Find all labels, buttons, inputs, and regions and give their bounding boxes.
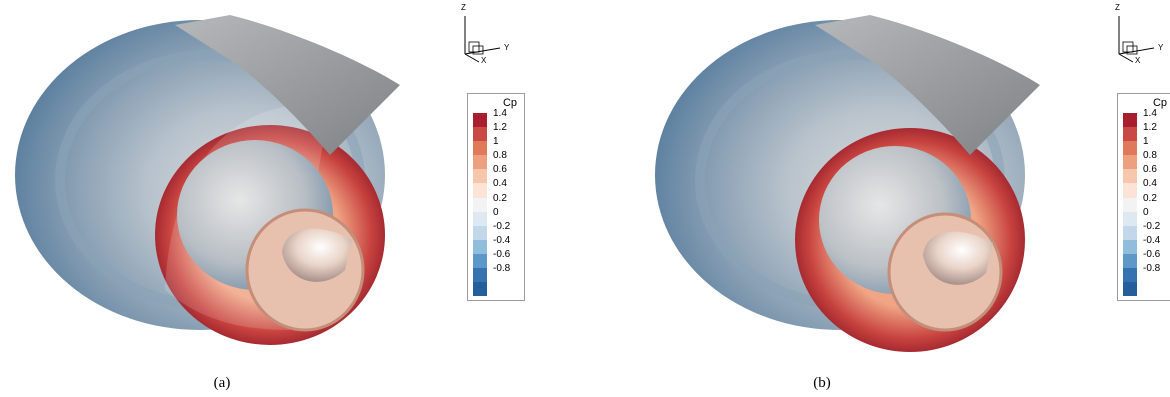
legend-tick: -0.4 bbox=[493, 234, 511, 246]
legend-tick: -0.2 bbox=[493, 220, 511, 232]
legend-swatch bbox=[473, 239, 487, 254]
legend-tick: 0.4 bbox=[493, 178, 507, 190]
legend-swatch bbox=[473, 282, 487, 297]
legend-swatch bbox=[1123, 141, 1137, 156]
legend-title: Cp bbox=[502, 97, 517, 109]
pylon bbox=[815, 15, 1040, 155]
legend-tick: -0.6 bbox=[493, 248, 511, 260]
axis-triad: Z Y X bbox=[455, 4, 525, 70]
legend-swatch bbox=[473, 197, 487, 212]
cp-legend: Cp 1.4 1.2 1 0.8 0.6 0.4 0.2 0 -0.2 -0.4… bbox=[467, 93, 525, 301]
spinner-cone bbox=[923, 231, 993, 285]
axis-y-label: Y bbox=[504, 43, 510, 52]
legend-swatch bbox=[473, 169, 487, 184]
axis-x-label: X bbox=[1135, 56, 1141, 65]
legend-tick: 0 bbox=[1143, 206, 1149, 218]
legend-tick: 1.2 bbox=[493, 122, 507, 134]
nacelle-render bbox=[655, 15, 1040, 352]
panel-b: Z Y X Cp 1.4 1.2 1 0.8 0.6 0.4 0.2 0 -0.… bbox=[585, 0, 1170, 397]
axis-z-label: Z bbox=[1115, 3, 1120, 12]
legend-swatch bbox=[1123, 113, 1137, 128]
legend-tick: 0.8 bbox=[493, 150, 507, 162]
legend-swatch bbox=[1123, 268, 1137, 283]
axis-z-label: Z bbox=[461, 3, 466, 12]
legend-swatch bbox=[1123, 211, 1137, 226]
legend-swatch bbox=[1123, 127, 1137, 142]
legend-tick: 1.4 bbox=[1143, 108, 1157, 119]
legend-tick: -0.6 bbox=[1143, 248, 1161, 260]
legend-swatch bbox=[473, 211, 487, 226]
legend-tick: -0.4 bbox=[1143, 234, 1161, 246]
nacelle-render bbox=[15, 15, 400, 345]
legend-title: Cp bbox=[1152, 97, 1167, 109]
legend-swatch bbox=[473, 253, 487, 269]
legend-swatch bbox=[1123, 225, 1137, 240]
pylon bbox=[175, 15, 400, 155]
legend-tick: -0.8 bbox=[1143, 263, 1161, 275]
legend-swatch bbox=[1123, 282, 1137, 297]
legend-swatch bbox=[1123, 155, 1137, 170]
legend-tick: 0.2 bbox=[493, 192, 507, 204]
legend-swatch bbox=[473, 141, 487, 156]
legend-tick: 0.6 bbox=[1143, 164, 1157, 176]
axis-triad: Z Y X bbox=[1109, 4, 1170, 70]
legend-tick: -0.2 bbox=[1143, 220, 1161, 232]
legend-swatch bbox=[1123, 197, 1137, 212]
legend-tick: 0.4 bbox=[1143, 178, 1157, 190]
legend-tick: -0.8 bbox=[493, 263, 511, 275]
legend-swatch bbox=[1123, 253, 1137, 269]
spinner-cone bbox=[282, 228, 352, 282]
axis-x-label: X bbox=[481, 56, 487, 65]
legend-tick: 1.4 bbox=[493, 108, 507, 119]
legend-tick: 1 bbox=[493, 136, 499, 148]
legend-swatch bbox=[473, 127, 487, 142]
legend-tick: 0.2 bbox=[1143, 192, 1157, 204]
subfigure-caption: (a) bbox=[213, 375, 231, 391]
legend-tick: 1.2 bbox=[1143, 122, 1157, 134]
legend-swatch bbox=[473, 225, 487, 240]
panel-a: Z Y X Cp 1.4 1.2 1 0.8 0.6 0.4 0.2 0 -0.… bbox=[15, 4, 525, 391]
axis-triad-icon bbox=[464, 16, 501, 63]
legend-swatch bbox=[473, 183, 487, 198]
legend-swatch bbox=[1123, 239, 1137, 254]
legend-tick: 0.8 bbox=[1143, 150, 1157, 162]
axis-y-label: Y bbox=[1158, 43, 1164, 52]
legend-swatch bbox=[1123, 183, 1137, 198]
legend-swatch bbox=[473, 268, 487, 283]
axis-triad-icon bbox=[1118, 16, 1155, 63]
legend-swatch bbox=[1123, 169, 1137, 184]
legend-swatch bbox=[473, 113, 487, 128]
subfigure-caption: (b) bbox=[813, 375, 831, 391]
legend-swatch bbox=[473, 155, 487, 170]
legend-tick: 0.6 bbox=[493, 164, 507, 176]
legend-tick: 0 bbox=[493, 206, 499, 218]
cp-legend: Cp 1.4 1.2 1 0.8 0.6 0.4 0.2 0 -0.2 -0.4… bbox=[1117, 93, 1170, 301]
legend-tick: 1 bbox=[1143, 136, 1149, 148]
